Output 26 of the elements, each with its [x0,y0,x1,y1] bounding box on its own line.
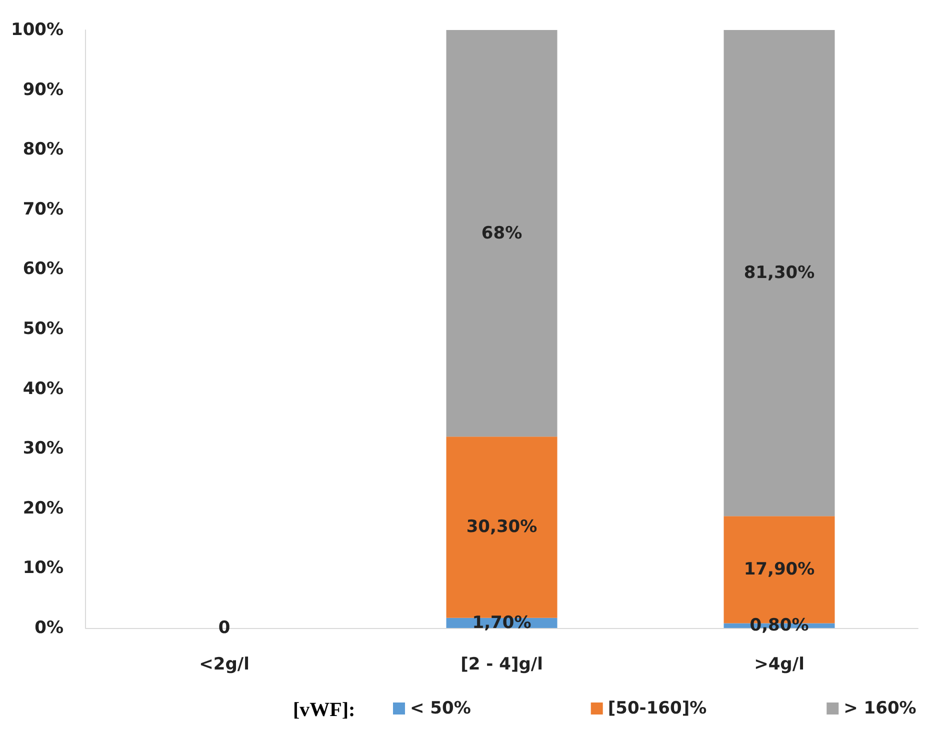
legend-label: [50-160]% [608,698,707,718]
x-tick-label: [2 - 4]g/l [460,654,543,674]
x-tick-label: <2g/l [199,654,250,674]
y-tick-label: 100% [10,20,64,40]
y-tick-label: 20% [22,498,64,518]
y-tick-label: 0% [34,618,64,638]
y-tick-label: 60% [22,259,64,280]
legend-label: > 160% [844,698,916,718]
bar [724,30,835,516]
y-tick-label: 40% [22,378,64,399]
data-label: 1,70% [472,612,532,633]
data-label: 30,30% [466,517,538,538]
legend-title: [vWF]: [293,699,356,721]
data-label: 0 [218,618,230,638]
x-tick-label: >4g/l [754,654,804,674]
data-label: 17,90% [744,560,815,580]
data-label: 68% [481,223,522,244]
y-tick-label: 50% [22,319,64,339]
data-label: 81,30% [744,263,815,284]
bar [446,30,558,437]
legend-label: < 50% [410,698,471,718]
y-tick-label: 70% [22,199,64,220]
y-tick-label: 30% [22,438,64,459]
y-tick-label: 80% [22,140,64,160]
y-tick-label: 10% [22,558,64,578]
y-tick-label: 90% [22,80,64,100]
